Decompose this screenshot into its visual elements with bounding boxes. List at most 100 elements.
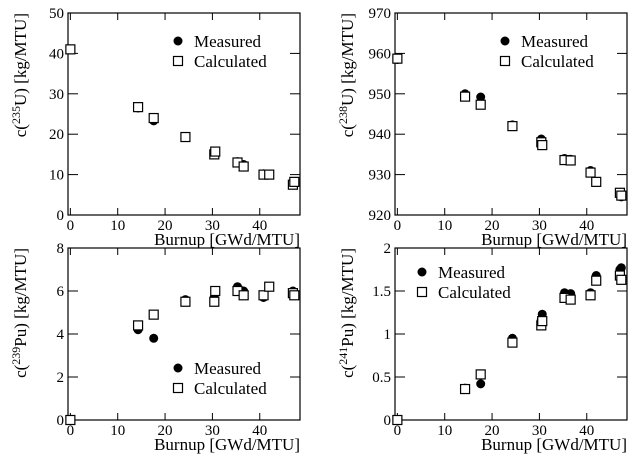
y-tick-label: 0.5 [372, 370, 391, 386]
data-point [507, 121, 518, 132]
y-axis-label-part: c( [338, 124, 357, 138]
y-axis-label-part: c( [11, 364, 30, 378]
data-point [476, 379, 486, 389]
legend-marker [416, 286, 428, 298]
y-tick-label: 960 [369, 46, 392, 62]
legend-marker [172, 55, 184, 67]
y-axis-label-part: Pu) [kg/MTU] [338, 248, 357, 347]
data-point [180, 131, 191, 143]
y-tick-label: 1.5 [372, 284, 391, 300]
x-tick-label: 0 [67, 218, 75, 234]
data-point [616, 190, 627, 201]
x-axis-label: Burnup [GWd/MTU] [481, 435, 627, 454]
y-tick-label: 6 [57, 284, 65, 300]
x-tick-label: 0 [394, 218, 402, 234]
legend-marker [500, 36, 510, 46]
y-axis-label-part: Pu) [kg/MTU] [11, 248, 30, 347]
y-axis-label-part: 241 [336, 347, 350, 365]
data-point [149, 333, 159, 343]
data-point [507, 337, 518, 348]
data-point [585, 290, 596, 301]
x-tick-label: 20 [485, 423, 500, 439]
data-point [289, 176, 300, 187]
data-point [585, 167, 596, 178]
data-point [392, 414, 403, 426]
data-point [289, 290, 300, 301]
y-tick-label: 0 [384, 413, 392, 429]
x-tick-label: 30 [532, 218, 547, 234]
data-point [238, 290, 249, 301]
y-tick-label: 970 [369, 6, 392, 22]
data-point [591, 275, 602, 286]
y-tick-label: 2 [384, 241, 392, 257]
y-axis-label-part: U) [kg/MTU] [11, 13, 30, 106]
data-point [565, 155, 576, 166]
data-point [537, 140, 548, 151]
x-tick-label: 40 [579, 423, 594, 439]
data-point [475, 369, 486, 380]
x-tick-label: 10 [437, 218, 452, 234]
data-point [616, 274, 627, 285]
y-tick-label: 0 [57, 413, 65, 429]
y-axis-label-part: 235 [9, 106, 23, 124]
y-tick-label: 40 [49, 46, 64, 62]
data-point [565, 294, 576, 305]
panel: 0 10 20 30 40 0 10 20 30 40 50 Burnup [GWd/MTU] c(23… [9, 6, 301, 249]
x-axis-label: Burnup [GWd/MTU] [481, 230, 627, 249]
data-point [65, 44, 76, 55]
panel: 0 10 20 30 40 0 2 4 6 8 Burnup [GWd/MTU] c(239Pu) [… [9, 241, 301, 454]
x-tick-label: 30 [205, 218, 220, 234]
data-point [264, 281, 275, 292]
data-point [65, 414, 76, 426]
data-point [238, 161, 249, 172]
legend-label: Measured [194, 32, 262, 51]
y-tick-label: 30 [49, 87, 64, 103]
legend-label: Calculated [521, 52, 594, 71]
y-axis-label-part: U) [kg/MTU] [338, 13, 357, 106]
x-tick-label: 30 [532, 423, 547, 439]
x-tick-label: 0 [67, 423, 75, 439]
data-point [258, 290, 269, 301]
legend-marker [499, 55, 511, 67]
y-tick-label: 920 [369, 208, 392, 224]
data-point [148, 309, 159, 320]
x-tick-label: 10 [110, 423, 125, 439]
panel: 0 10 20 30 40 0 0.5 1 1.5 2 Burnup [GWd/MTU] c(241P… [336, 241, 628, 454]
y-tick-label: 8 [57, 241, 65, 257]
y-tick-label: 0 [57, 208, 65, 224]
y-tick-label: 930 [369, 168, 392, 184]
x-tick-label: 0 [394, 423, 402, 439]
legend-marker [173, 363, 183, 373]
legend-label: Calculated [194, 379, 267, 398]
legend-label: Calculated [194, 52, 267, 71]
x-tick-label: 40 [579, 218, 594, 234]
x-axis-label: Burnup [GWd/MTU] [154, 435, 300, 454]
data-point [210, 146, 221, 157]
y-axis-label-part: c( [11, 124, 30, 138]
x-tick-label: 40 [252, 218, 267, 234]
x-tick-label: 10 [437, 423, 452, 439]
y-tick-label: 10 [49, 168, 64, 184]
y-tick-label: 1 [384, 327, 392, 343]
legend-label: Measured [194, 359, 262, 378]
data-point [148, 112, 159, 124]
x-tick-label: 20 [158, 218, 173, 234]
y-axis-label: c(235U) [kg/MTU] [9, 13, 30, 137]
y-tick-label: 4 [57, 327, 65, 343]
x-tick-label: 30 [205, 423, 220, 439]
y-tick-label: 950 [369, 87, 392, 103]
y-tick-label: 2 [57, 370, 65, 386]
data-point [132, 320, 144, 331]
x-tick-label: 20 [485, 218, 500, 234]
panel: 0 10 20 30 40 920 930 940 950 960 970 Burnup [GWd/M… [336, 6, 628, 249]
data-point [475, 99, 486, 110]
legend-label: Calculated [438, 283, 511, 302]
data-point [459, 383, 471, 395]
x-axis-label: Burnup [GWd/MTU] [154, 230, 300, 249]
y-tick-label: 50 [49, 6, 64, 22]
data-point [264, 169, 275, 180]
y-axis-label-part: 238 [336, 106, 350, 124]
data-point [616, 263, 626, 273]
x-tick-label: 10 [110, 218, 125, 234]
data-point [459, 91, 471, 102]
